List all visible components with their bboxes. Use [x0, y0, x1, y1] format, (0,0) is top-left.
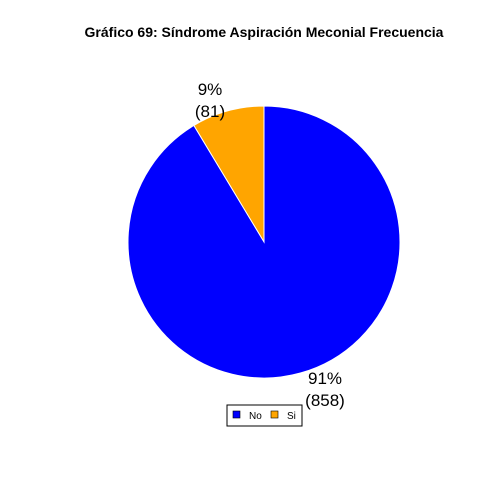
legend-swatch-no — [232, 410, 241, 419]
legend-label-no: No — [249, 411, 262, 422]
legend-box — [226, 404, 303, 427]
slice-percent-label-no: 91% — [308, 369, 342, 388]
legend-label-si: Si — [287, 411, 296, 422]
slice-labels: 9% (81) 91% (858) — [195, 80, 345, 410]
chart-title: Gráfico 69: Síndrome Aspiración Meconial… — [85, 24, 444, 40]
slice-percent-label-si: 9% — [198, 80, 223, 99]
slice-count-label-si: (81) — [195, 102, 225, 121]
slice-count-label-no: (858) — [305, 391, 345, 410]
pie-slices — [127, 105, 401, 379]
legend: No Si — [226, 404, 303, 427]
pie-slice-no — [127, 105, 401, 379]
legend-swatch-si — [270, 410, 279, 419]
